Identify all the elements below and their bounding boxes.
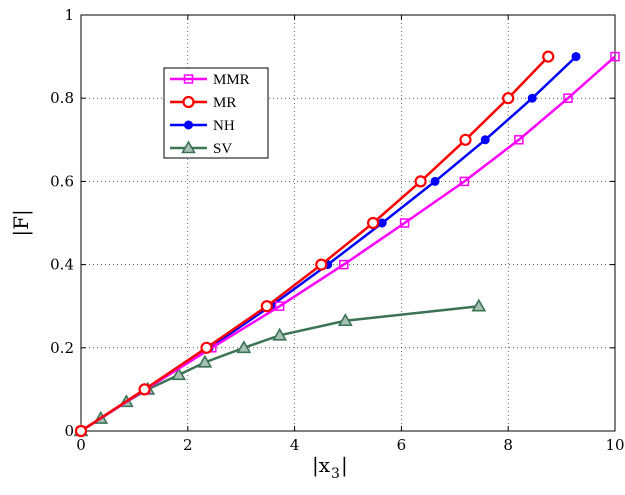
data-point-nh [430,176,440,186]
legend-label-mmr: MMR [213,72,250,88]
data-point-mr [138,383,151,396]
data-point-sv [337,313,353,327]
data-point-nh [527,93,537,103]
legend-marker-mmr [183,74,194,84]
legend-label-nh: NH [213,118,235,134]
y-tick-label: 0 [64,422,74,440]
x-tick-label: 4 [290,436,300,454]
data-point-nh [377,218,387,228]
series-line-mr [80,55,550,433]
y-axis-label: |F| [9,209,34,236]
data-point-mr [366,216,380,230]
data-point-mr [542,50,555,63]
data-point-mr [502,92,515,105]
data-point-mr [414,175,427,188]
x-axis-label-main: |x [312,453,331,478]
legend-marker-nh [184,120,193,130]
data-point-mmr [338,259,349,270]
y-tick-label: 0.8 [50,89,74,107]
x-tick-label: 8 [503,436,513,454]
legend-item-nh: NH [170,118,235,134]
data-point-sv [272,327,288,341]
legend-item-sv: SV [170,140,232,157]
x-tick-label: 10 [605,436,624,454]
y-tick-label: 0.2 [50,339,74,357]
data-point-sv [197,354,213,368]
data-point-mmr [610,51,620,62]
legend-item-mmr: MMR [170,72,250,88]
legend-marker-sv [181,140,196,154]
data-point-mr [260,300,273,313]
legend-item-mr: MR [170,95,236,111]
grid-lines [81,15,615,431]
series-line-mmr [80,55,616,433]
data-point-sv [471,298,487,312]
y-tick-label: 0.4 [50,256,74,274]
data-point-mmr [563,93,573,103]
axis-ticks: 0 2 4 6 8 10 0 0.2 0.4 0.6 0.8 1 [50,6,624,454]
legend-label-sv: SV [213,141,232,157]
data-point-mmr [514,135,524,145]
plot-frame [80,14,616,432]
x-tick-label: 0 [76,436,86,454]
x-tick-label: 2 [183,436,193,454]
data-point-mmr [399,218,410,228]
y-tick-label: 0.6 [50,172,74,190]
data-point-mr [74,424,88,438]
series-mr [74,50,555,438]
x-axis-label: |x 3 | [312,453,348,482]
y-tick-label: 1 [64,6,74,24]
legend-box [163,67,269,159]
data-point-mr [315,258,328,271]
series-layer [73,50,620,438]
x-axis-label-subscript: 3 [331,466,340,482]
x-tick-label: 6 [397,436,407,454]
data-point-mmr [459,176,470,187]
x-axis-label-close: | [341,453,348,478]
legend: MMR MR NH SV [163,67,269,159]
data-point-nh [571,52,581,62]
legend-marker-mr [182,95,195,109]
data-point-mr [200,341,213,354]
data-point-sv [236,340,252,354]
legend-label-mr: MR [213,95,236,111]
plot-area [81,15,615,431]
data-point-nh [480,135,490,145]
data-point-mmr [274,301,285,311]
data-point-sv [171,367,187,381]
data-point-mr [459,133,472,146]
